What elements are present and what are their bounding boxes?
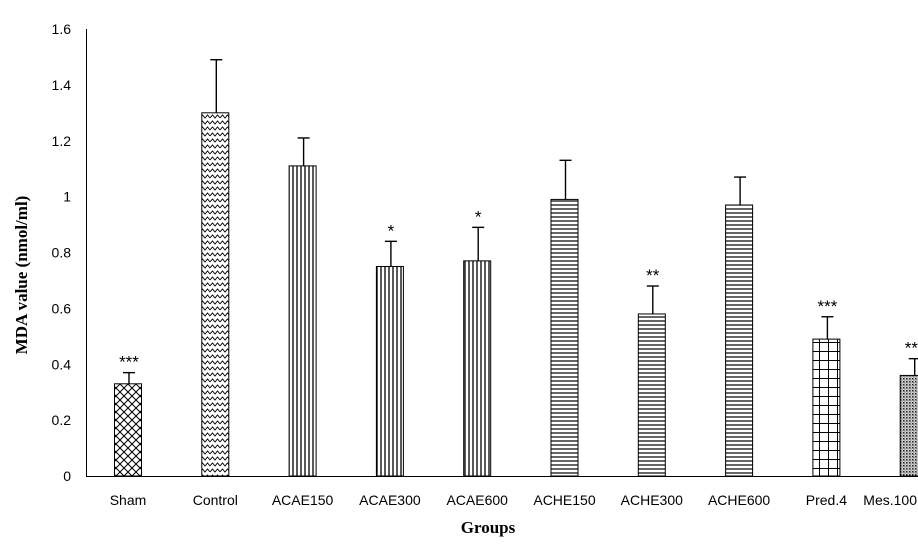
significance-label: ***: [817, 297, 837, 316]
y-tick-label: 0.8: [52, 245, 72, 261]
bar-acae300: [376, 266, 403, 476]
x-category-label: Mes.100: [863, 492, 917, 508]
y-tick-label: 0: [63, 468, 71, 484]
y-tick-label: 0.4: [52, 356, 72, 372]
significance-label: ***: [905, 339, 918, 358]
x-category-label: ACHE600: [708, 492, 770, 508]
x-label-group: Sham Control ACAE150 ACAE300 ACAE600 ACHE150 A…: [110, 492, 917, 508]
bar-control: [202, 113, 229, 476]
x-category-label: Control: [193, 492, 238, 508]
x-category-label: Sham: [110, 492, 147, 508]
y-tick-group: 0 0.2 0.4 0.6 0.8 1 1.2 1.4 1.6: [52, 21, 72, 484]
x-category-label: ACAE600: [446, 492, 508, 508]
significance-label: *: [475, 207, 482, 226]
bar-mes-100: [900, 375, 918, 476]
x-category-label: ACHE150: [533, 492, 595, 508]
bar-acae150: [289, 166, 316, 476]
bar-acae600: [464, 261, 491, 476]
bar-pred-4: [813, 339, 840, 476]
x-category-label: Pred.4: [806, 492, 847, 508]
y-tick-label: 1.4: [52, 77, 72, 93]
bar-ache600: [726, 205, 753, 476]
bar-group: *************: [115, 60, 918, 476]
x-category-label: ACAE300: [359, 492, 421, 508]
y-tick-label: 1.6: [52, 21, 72, 37]
significance-label: ***: [119, 353, 139, 372]
y-tick-label: 0.2: [52, 412, 72, 428]
x-category-label: ACAE150: [272, 492, 334, 508]
y-axis-title: MDA value (nmol/ml): [12, 196, 31, 355]
y-tick-label: 0.6: [52, 300, 72, 316]
bar-ache150: [551, 199, 578, 476]
x-axis-title: Groups: [461, 518, 516, 537]
significance-label: **: [646, 266, 660, 285]
x-category-label: ACHE300: [621, 492, 683, 508]
y-tick-label: 1.2: [52, 133, 72, 149]
significance-label: *: [388, 221, 395, 240]
y-tick-label: 1: [63, 189, 71, 205]
bar-sham: [115, 384, 142, 476]
bar-ache300: [638, 314, 665, 476]
